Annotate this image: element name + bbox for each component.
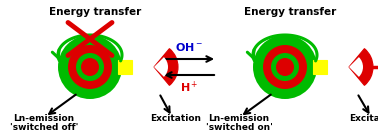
Wedge shape [154,57,168,77]
Circle shape [271,53,299,81]
Circle shape [263,45,307,89]
Circle shape [81,58,99,76]
Text: Ln-emission: Ln-emission [14,114,74,123]
Circle shape [253,35,317,99]
Text: 'switched off': 'switched off' [10,123,78,132]
Text: Excitation: Excitation [350,114,378,123]
Text: Energy transfer: Energy transfer [49,7,141,17]
Wedge shape [349,49,373,85]
Text: OH$^-$: OH$^-$ [175,41,203,53]
Text: H$^+$: H$^+$ [180,79,198,95]
Text: Energy transfer: Energy transfer [244,7,336,17]
Wedge shape [154,49,178,85]
Text: Ln-emission: Ln-emission [208,114,270,123]
Circle shape [276,58,294,76]
Wedge shape [349,57,363,77]
Text: Excitation: Excitation [150,114,201,123]
Text: 'switched on': 'switched on' [206,123,273,132]
Bar [313,60,327,74]
Circle shape [76,53,104,81]
Circle shape [58,35,122,99]
Bar [118,60,132,74]
Circle shape [68,45,112,89]
